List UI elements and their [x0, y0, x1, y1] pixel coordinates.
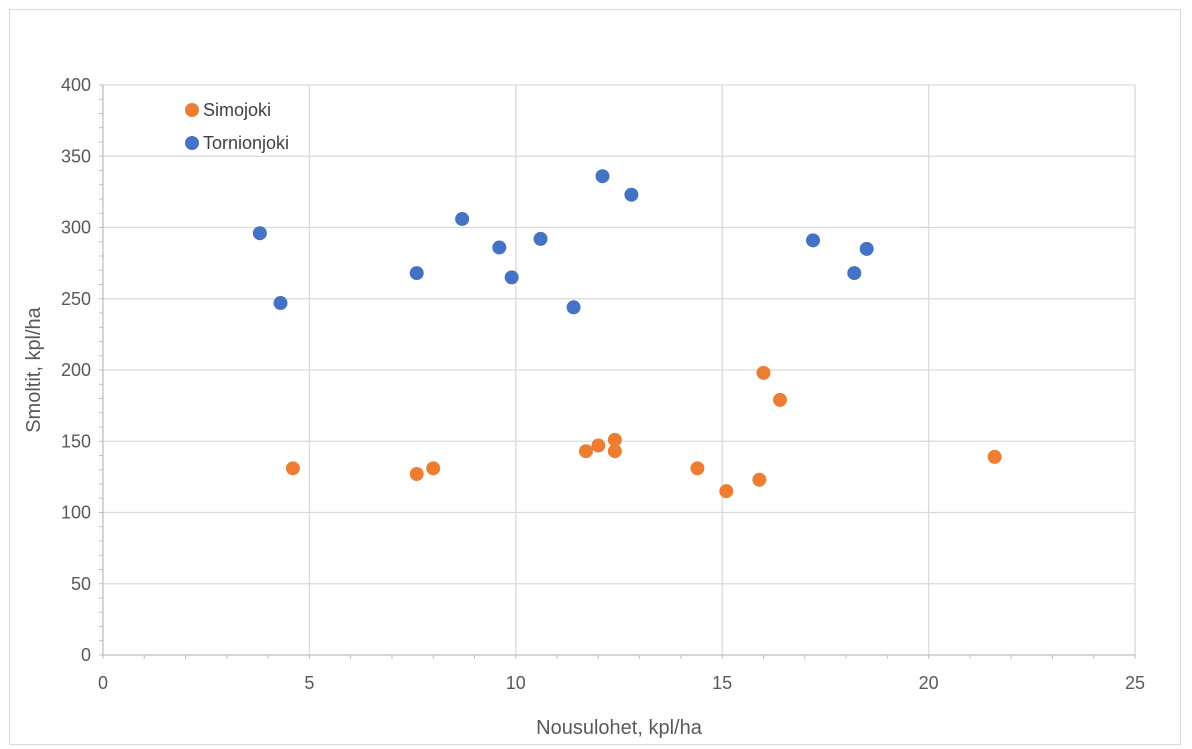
- x-tick-label: 15: [712, 673, 732, 693]
- tornionjoki-point: [252, 226, 267, 241]
- y-tick-label: 300: [61, 218, 91, 238]
- x-axis-title: Nousulohet, kpl/ha: [536, 717, 703, 739]
- tick-labels: 0 50 100 150 200 250 300 350 400 0 5 10 15 20 25: [61, 75, 1145, 693]
- y-tick-label: 150: [61, 431, 91, 451]
- simojoki-point: [690, 461, 705, 476]
- y-tick-label: 350: [61, 146, 91, 166]
- x-tick-label: 5: [304, 673, 314, 693]
- simojoki-point: [719, 484, 734, 499]
- tornionjoki-point: [409, 266, 424, 281]
- y-tick-label: 200: [61, 360, 91, 380]
- chart-frame: [9, 9, 1181, 745]
- tornionjoki-point: [566, 300, 581, 315]
- tornionjoki-point: [847, 266, 862, 281]
- data-points: [252, 169, 1002, 499]
- y-tick-label: 50: [71, 574, 91, 594]
- x-tick-label: 0: [98, 673, 108, 693]
- simojoki-point: [578, 444, 593, 459]
- tornionjoki-point: [859, 241, 874, 256]
- tornionjoki-point: [595, 169, 610, 184]
- x-tick-label: 20: [919, 673, 939, 693]
- simojoki-point: [607, 432, 622, 447]
- tornionjoki-point: [504, 270, 519, 285]
- simojoki-legend-label: Simojoki: [203, 100, 271, 120]
- simojoki-legend-marker: [185, 103, 199, 117]
- axes: [99, 84, 1136, 659]
- x-tick-label: 10: [506, 673, 526, 693]
- y-tick-label: 250: [61, 289, 91, 309]
- simojoki-point: [752, 472, 767, 487]
- simojoki-point: [987, 449, 1002, 464]
- tornionjoki-point: [533, 231, 548, 246]
- tornionjoki-legend-marker: [185, 136, 199, 150]
- x-tick-label: 25: [1125, 673, 1145, 693]
- y-tick-label: 400: [61, 75, 91, 95]
- tornionjoki-point: [492, 240, 507, 255]
- simojoki-point: [426, 461, 441, 476]
- simojoki-point: [607, 444, 622, 459]
- y-tick-label: 0: [81, 645, 91, 665]
- tornionjoki-point: [273, 296, 288, 311]
- simojoki-point: [772, 392, 787, 407]
- legend: Simojoki Tornionjoki: [185, 100, 289, 153]
- gridlines: [103, 84, 1136, 655]
- y-axis-title: Smoltit, kpl/ha: [23, 306, 45, 432]
- tornionjoki-point: [806, 233, 821, 248]
- simojoki-point: [591, 438, 606, 453]
- simojoki-point: [285, 461, 300, 476]
- y-tick-label: 100: [61, 503, 91, 523]
- tornionjoki-point: [455, 211, 470, 226]
- tornionjoki-point: [624, 187, 639, 202]
- tornionjoki-legend-label: Tornionjoki: [203, 133, 289, 153]
- simojoki-point: [756, 365, 771, 380]
- simojoki-point: [409, 467, 424, 482]
